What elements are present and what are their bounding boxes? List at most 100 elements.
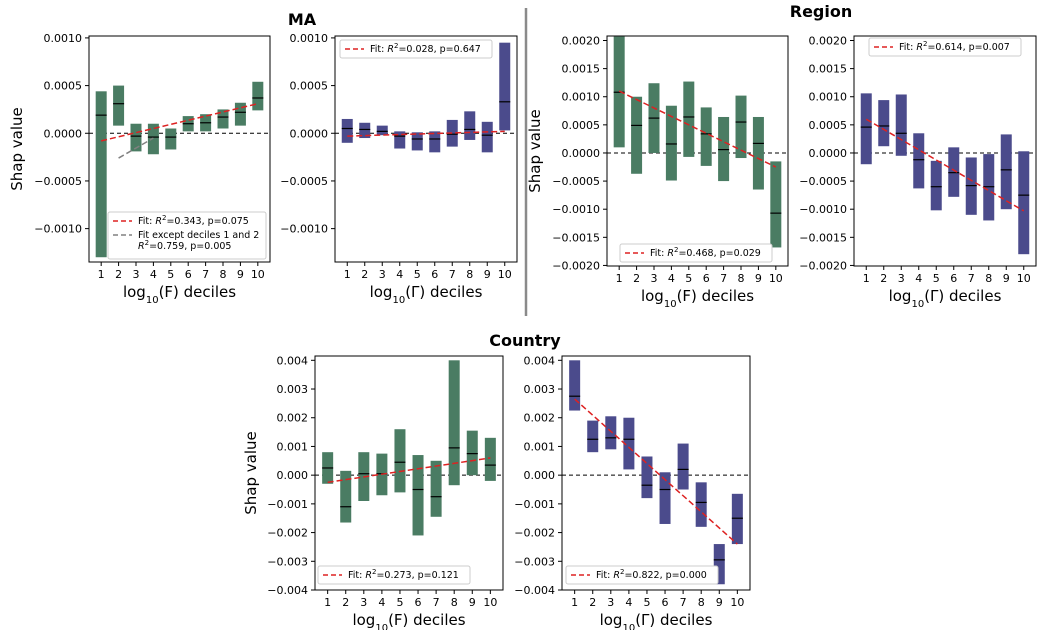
legend-frame bbox=[619, 243, 773, 263]
x-tick-label: 5 bbox=[414, 268, 421, 281]
y-axis-label: Shap value bbox=[526, 109, 544, 192]
legend: Fit: R2=0.273, p=0.121 bbox=[317, 565, 471, 585]
x-tick-label: 9 bbox=[716, 596, 723, 609]
y-tick-label: −0.0010 bbox=[552, 203, 600, 216]
range-bar bbox=[1018, 151, 1030, 255]
range-bar bbox=[252, 81, 264, 111]
fit-line bbox=[118, 137, 154, 159]
y-tick-label: 0.001 bbox=[524, 440, 556, 453]
x-tick-label: 6 bbox=[431, 268, 438, 281]
x-tick-label: 6 bbox=[185, 268, 192, 281]
legend-entry: Fit: R2=0.028, p=0.647 bbox=[370, 42, 481, 55]
range-bar bbox=[683, 81, 695, 157]
y-tick-label: 0.0000 bbox=[562, 147, 601, 160]
x-tick-label: 10 bbox=[1017, 272, 1031, 285]
range-bar bbox=[677, 443, 689, 490]
legend-entry: Fit: R2=0.822, p=0.000 bbox=[596, 568, 707, 581]
x-tick-label: 6 bbox=[703, 272, 710, 285]
range-bar bbox=[394, 429, 406, 493]
range-bar bbox=[113, 85, 125, 126]
y-tick-label: 0.0020 bbox=[809, 34, 848, 47]
x-tick-label: 3 bbox=[650, 272, 657, 285]
plot-frame bbox=[561, 355, 751, 591]
y-tick-label: −0.001 bbox=[267, 498, 308, 511]
range-bar bbox=[147, 123, 159, 155]
y-tick-label: 0.0000 bbox=[44, 127, 83, 140]
x-tick-label: 3 bbox=[898, 272, 905, 285]
x-tick-label: 8 bbox=[738, 272, 745, 285]
legend: Fit: R2=0.028, p=0.647 bbox=[339, 39, 493, 59]
range-bar bbox=[412, 455, 424, 536]
y-tick-label: 0.004 bbox=[277, 354, 309, 367]
x-tick-label: 7 bbox=[720, 272, 727, 285]
x-tick-label: 10 bbox=[483, 596, 497, 609]
x-tick-label: 4 bbox=[150, 268, 157, 281]
y-tick-label: 0.0015 bbox=[562, 63, 601, 76]
y-tick-label: −0.0010 bbox=[280, 223, 328, 236]
y-axis-label: Shap value bbox=[242, 431, 260, 514]
range-bar bbox=[429, 131, 441, 153]
x-tick-label: 8 bbox=[698, 596, 705, 609]
legend-entry-line2: R2=0.759, p=0.005 bbox=[138, 239, 231, 252]
range-bar bbox=[499, 42, 511, 131]
y-tick-label: −0.0005 bbox=[799, 175, 847, 188]
x-tick-label: 8 bbox=[220, 268, 227, 281]
y-tick-label: 0.0010 bbox=[290, 32, 329, 45]
y-tick-label: 0.001 bbox=[277, 440, 309, 453]
range-bar bbox=[448, 360, 460, 486]
x-tick-label: 1 bbox=[616, 272, 623, 285]
x-tick-label: 1 bbox=[324, 596, 331, 609]
range-bar bbox=[130, 123, 142, 152]
x-tick-label: 10 bbox=[769, 272, 783, 285]
x-tick-label: 5 bbox=[685, 272, 692, 285]
chart-panel-6: 0.004 0.003 0.002 0.001 0.000 −0.001 −0.002 −0.… bbox=[514, 354, 751, 630]
x-tick-label: 9 bbox=[237, 268, 244, 281]
x-tick-label: 5 bbox=[933, 272, 940, 285]
x-tick-label: 5 bbox=[643, 596, 650, 609]
legend-frame bbox=[107, 211, 267, 260]
legend: Fit: R2=0.343, p=0.075 Fit except deciles… bbox=[107, 211, 267, 260]
y-tick-label: 0.002 bbox=[524, 412, 556, 425]
range-bar bbox=[464, 111, 476, 140]
range-bar bbox=[340, 470, 352, 523]
range-bar bbox=[878, 100, 890, 147]
range-bar bbox=[165, 128, 177, 150]
chart-panel-4: 0.0020 0.0015 0.0010 0.0005 0.0000 −0.0005 −0.… bbox=[799, 34, 1037, 310]
range-bar bbox=[234, 102, 246, 126]
chart-panel-3: 0.0020 0.0015 0.0010 0.0005 0.0000 −0.0005 −0.… bbox=[526, 34, 789, 310]
range-bar bbox=[659, 472, 671, 524]
range-bar bbox=[376, 125, 388, 136]
range-bar bbox=[695, 482, 707, 527]
chart-panel-1: 0.0010 0.0005 0.0000 −0.0005 −0.0010 1 2 3 4 5 6 7 8… bbox=[8, 32, 271, 306]
range-bar bbox=[700, 107, 712, 166]
x-tick-label: 7 bbox=[433, 596, 440, 609]
x-axis-label: log10(Γ) deciles bbox=[889, 287, 1002, 310]
x-tick-label: 6 bbox=[415, 596, 422, 609]
x-tick-label: 9 bbox=[484, 268, 491, 281]
x-tick-label: 4 bbox=[915, 272, 922, 285]
y-tick-label: 0.0010 bbox=[809, 91, 848, 104]
y-axis-label: Shap value bbox=[8, 107, 26, 190]
y-tick-label: −0.0005 bbox=[34, 175, 82, 188]
y-tick-label: 0.0015 bbox=[809, 63, 848, 76]
range-bar bbox=[411, 132, 423, 151]
x-tick-label: 3 bbox=[132, 268, 139, 281]
x-tick-label: 5 bbox=[167, 268, 174, 281]
x-tick-label: 10 bbox=[498, 268, 512, 281]
range-bar bbox=[95, 91, 107, 258]
legend-frame bbox=[317, 565, 471, 585]
range-bar bbox=[930, 160, 942, 211]
y-tick-label: −0.004 bbox=[514, 584, 555, 597]
fit-line bbox=[574, 398, 738, 545]
x-tick-label: 8 bbox=[985, 272, 992, 285]
x-tick-label: 1 bbox=[571, 596, 578, 609]
range-bar bbox=[895, 94, 907, 156]
range-bar bbox=[341, 118, 353, 143]
legend-frame bbox=[868, 37, 1022, 57]
y-tick-label: 0.002 bbox=[277, 412, 309, 425]
range-bar bbox=[713, 544, 725, 585]
x-tick-label: 7 bbox=[449, 268, 456, 281]
y-tick-label: 0.0005 bbox=[809, 119, 848, 132]
legend-entry: Fit except deciles 1 and 2 bbox=[138, 230, 259, 241]
